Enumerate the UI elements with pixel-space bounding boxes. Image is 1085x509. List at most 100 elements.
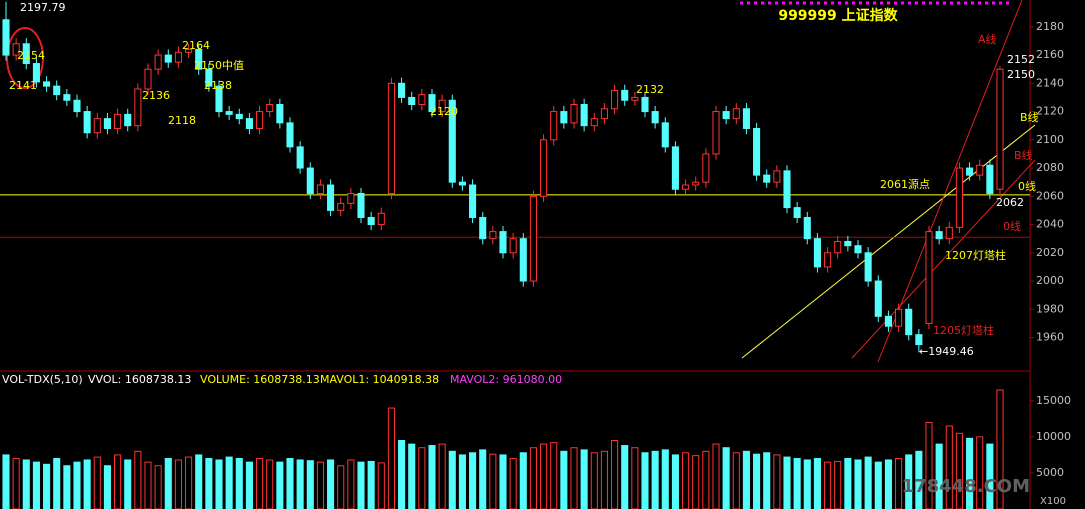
candle-body — [611, 89, 619, 110]
candle-body — [742, 108, 750, 130]
candle-body — [438, 99, 446, 113]
candle-body — [377, 212, 385, 226]
annotation: 1207灯塔柱 — [945, 248, 1006, 262]
annotation: A线 — [978, 32, 997, 46]
volume-bar — [154, 465, 162, 509]
candle-body — [753, 128, 761, 176]
volume-bar — [955, 432, 963, 509]
candle-body — [600, 108, 608, 120]
volume-bar — [489, 453, 497, 509]
candle-body — [692, 181, 700, 186]
candle-body — [803, 216, 811, 240]
volume-bar — [103, 465, 111, 509]
candle-body — [966, 167, 974, 176]
volume-bar — [377, 462, 385, 509]
candle-body — [124, 113, 132, 127]
candle-body — [73, 99, 81, 113]
candle-body — [905, 308, 913, 336]
candle-body — [347, 192, 355, 204]
candle-body — [398, 82, 406, 98]
y-tick-label: 1960 — [1036, 331, 1064, 344]
volume-bar — [712, 443, 720, 509]
candle-body — [12, 43, 20, 56]
annotation: B线 — [1014, 148, 1033, 162]
volume-bar — [722, 447, 730, 509]
annotation: 0线 — [1003, 219, 1021, 233]
volume-bar — [286, 458, 294, 509]
volume-bar — [174, 459, 182, 509]
y-tick-label: 2080 — [1036, 161, 1064, 174]
candle-body — [103, 118, 111, 130]
indicator-label: VOLUME: 1608738.13 — [200, 373, 320, 386]
candle-body — [540, 139, 548, 197]
annotations: 2197.79 2154 2141 2164 2150中值 2136 2138 … — [9, 1, 1039, 358]
volume-bar — [32, 461, 40, 509]
annotation: 1205灯塔柱 — [933, 323, 994, 337]
volume-bar — [915, 450, 923, 509]
y-tick-label: 5000 — [1036, 466, 1064, 479]
candle-body — [83, 111, 91, 134]
volume-bar — [773, 454, 781, 509]
indicator-label: VVOL: 1608738.13 — [88, 373, 191, 386]
candle-body — [864, 252, 872, 282]
candle-body — [986, 164, 994, 194]
candle-body — [43, 81, 51, 87]
candle-body — [895, 308, 903, 327]
candle-body — [915, 334, 923, 346]
candle-body — [245, 118, 253, 130]
annotation: 2150 — [1007, 68, 1035, 81]
annotation: 2141 — [9, 79, 37, 92]
volume-bar — [783, 456, 791, 509]
indicator-label: MAVOL2: 961080.00 — [450, 373, 562, 386]
candle-body — [590, 118, 598, 127]
volume-bar — [53, 458, 61, 509]
candle-body — [844, 240, 852, 247]
annotation: 2118 — [168, 114, 196, 127]
y-tick-label: 2100 — [1036, 133, 1064, 146]
annotation: 2062 — [996, 196, 1024, 209]
annotation: 2061源点 — [880, 177, 930, 191]
candle-body — [174, 51, 182, 63]
volume-bar — [519, 452, 527, 509]
trend-line-a — [877, 0, 1023, 363]
volume-bar — [276, 461, 284, 509]
volume-bar — [337, 465, 345, 509]
y-tick-label: 15000 — [1036, 394, 1071, 407]
candle-body — [185, 48, 193, 53]
y-tick-label: 2020 — [1036, 246, 1064, 259]
volume-bar — [479, 449, 487, 509]
volume-bar — [966, 437, 974, 509]
volume-bar — [266, 459, 274, 509]
candle-body — [955, 167, 963, 228]
candle-body — [316, 184, 324, 194]
volume-bar — [560, 450, 568, 509]
candle-body — [783, 170, 791, 209]
candle-body — [53, 85, 61, 96]
volume-bar — [428, 445, 436, 509]
volume-bar — [550, 442, 558, 509]
candle-body — [154, 54, 162, 70]
candle-body — [225, 111, 233, 115]
volume-bar — [418, 447, 426, 509]
volume-bar — [590, 452, 598, 509]
candle-body — [945, 226, 953, 240]
y-tick-label: 2140 — [1036, 76, 1064, 89]
volume-bar — [692, 455, 700, 509]
candle-body — [215, 85, 223, 113]
volume-bar — [682, 452, 690, 509]
volume-bar — [387, 407, 395, 509]
candle-body — [732, 108, 740, 120]
volume-bar — [580, 449, 588, 509]
volume-bar — [540, 443, 548, 509]
candle-body — [671, 146, 679, 190]
candle-body — [469, 184, 477, 218]
chart-title: 999999 上证指数 — [778, 7, 898, 24]
volume-bar — [256, 458, 264, 509]
candle-body — [428, 94, 436, 113]
y-tick-label: 2180 — [1036, 20, 1064, 33]
volume-bar — [296, 459, 304, 509]
candle-body — [935, 231, 943, 240]
volume-bar — [631, 447, 639, 509]
volume-bar — [144, 461, 152, 509]
